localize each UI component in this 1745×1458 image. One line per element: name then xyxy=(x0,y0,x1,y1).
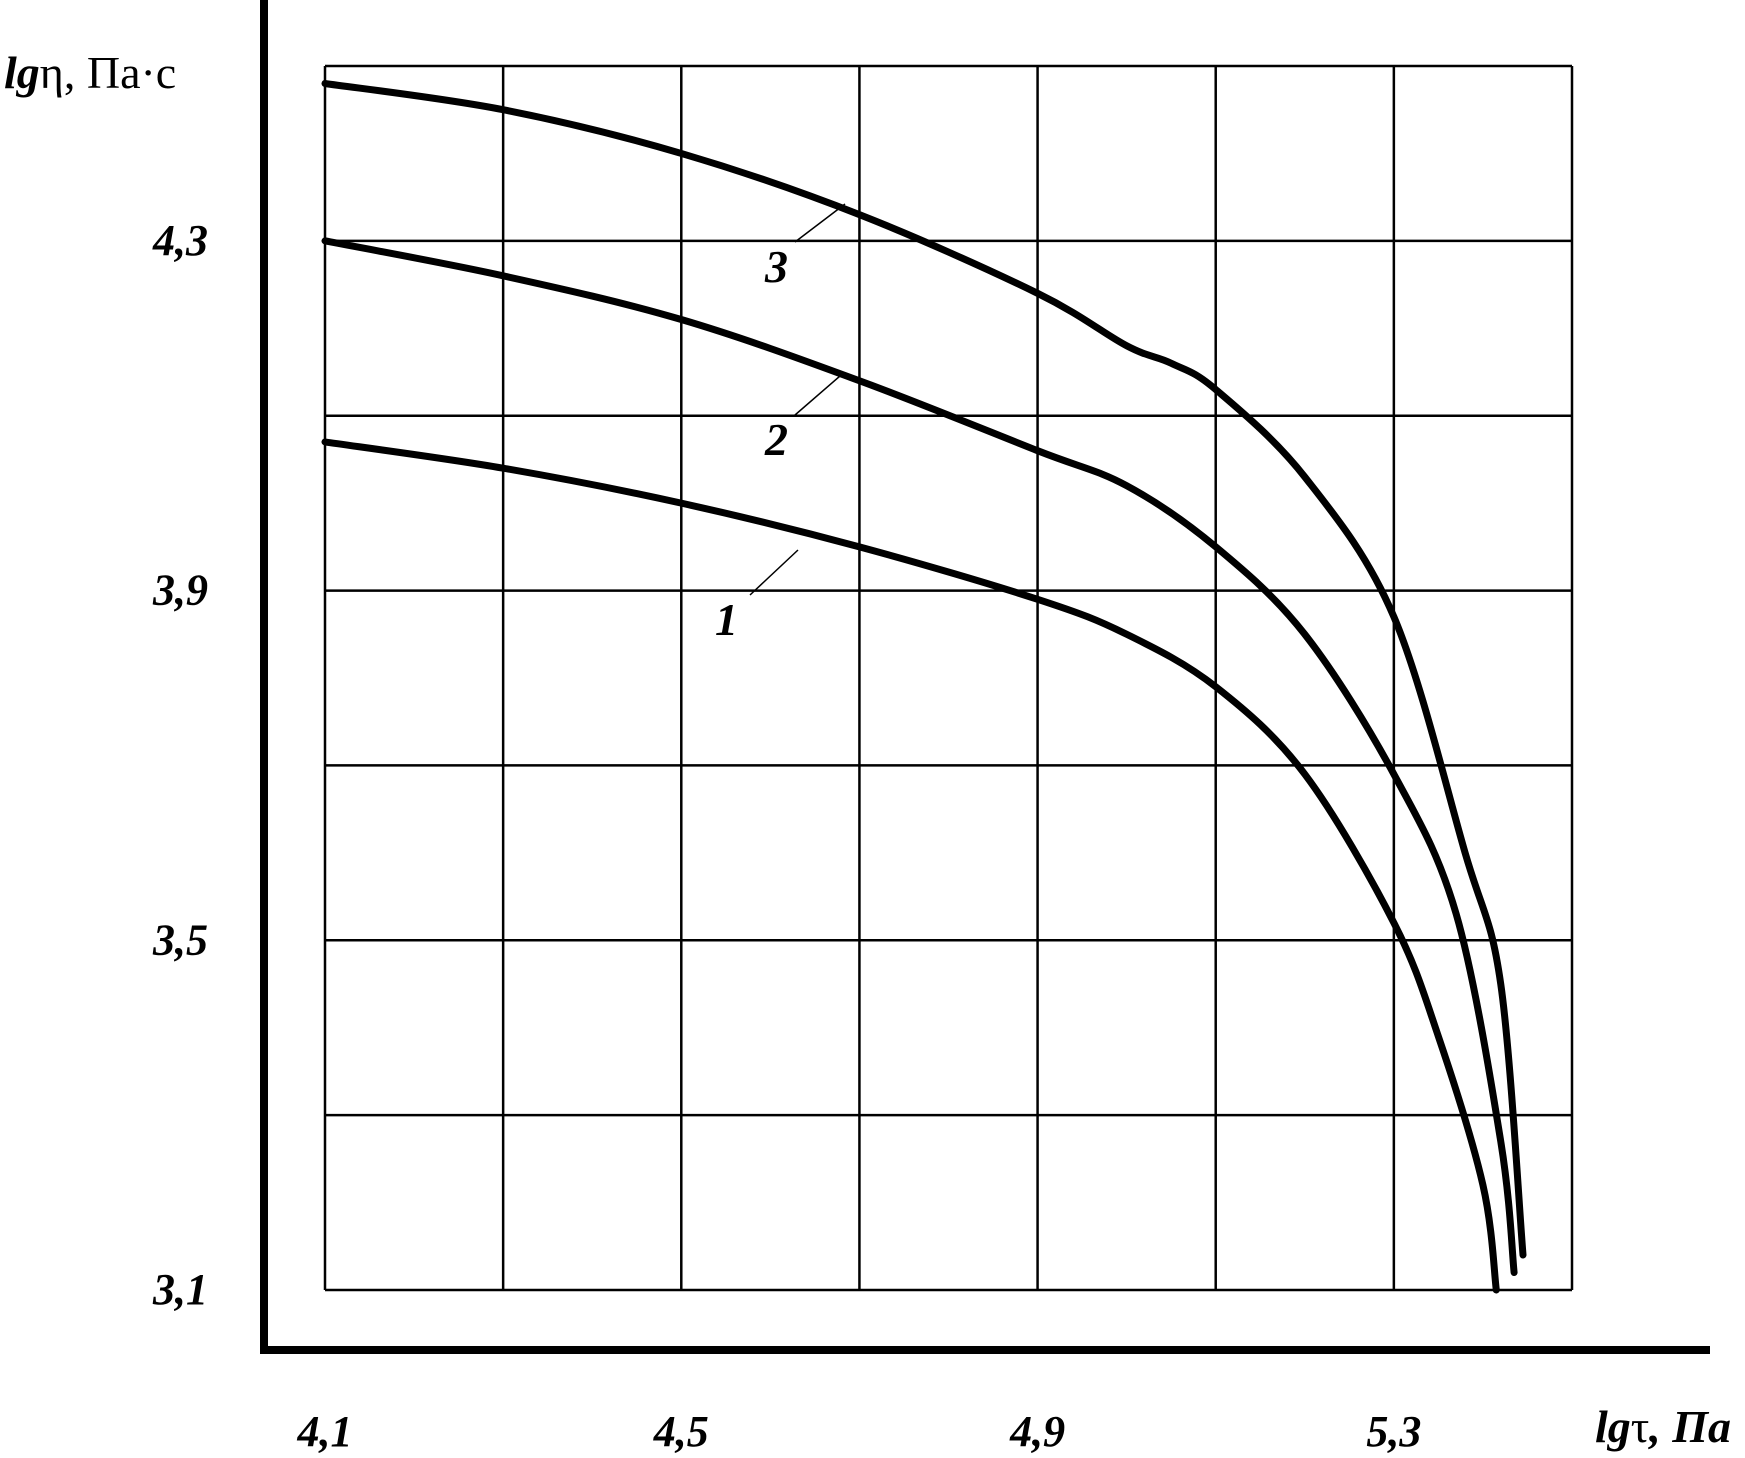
curve-label-1: 1 xyxy=(715,594,738,645)
x-axis-label: lgτ, Па xyxy=(1595,1401,1731,1452)
leader-lines xyxy=(749,203,846,596)
y-tick-label: 3,1 xyxy=(152,1265,208,1314)
x-tick-label: 4,5 xyxy=(653,1407,709,1456)
y-axis-label: lgη, Па·с xyxy=(4,47,176,98)
curves xyxy=(321,79,1527,1294)
y-tick-label: 4,3 xyxy=(152,216,208,265)
y-tick-label: 3,9 xyxy=(152,566,208,615)
axes xyxy=(260,0,1710,1354)
series-line-3 xyxy=(321,79,1527,1259)
labels: lgη, Па·с lgτ, Па xyxy=(4,47,1731,1452)
y-tick-label: 3,5 xyxy=(152,915,208,964)
leader-line-2 xyxy=(794,375,841,416)
series-line-2 xyxy=(321,237,1518,1277)
x-tick-label: 5,3 xyxy=(1366,1407,1421,1456)
curve-label-2: 2 xyxy=(764,414,788,465)
x-tick-label: 4,1 xyxy=(297,1407,353,1456)
curve-label-3: 3 xyxy=(764,241,788,292)
curve-labels: 1 2 3 xyxy=(715,241,788,645)
x-tick-labels: 4,1 4,5 4,9 5,3 xyxy=(297,1407,1422,1456)
y-tick-labels: 4,3 3,9 3,5 3,1 xyxy=(152,216,208,1314)
leader-line-3 xyxy=(794,203,846,243)
leader-line-1 xyxy=(749,549,799,596)
x-tick-label: 4,9 xyxy=(1009,1407,1065,1456)
series-line-1 xyxy=(321,438,1500,1294)
